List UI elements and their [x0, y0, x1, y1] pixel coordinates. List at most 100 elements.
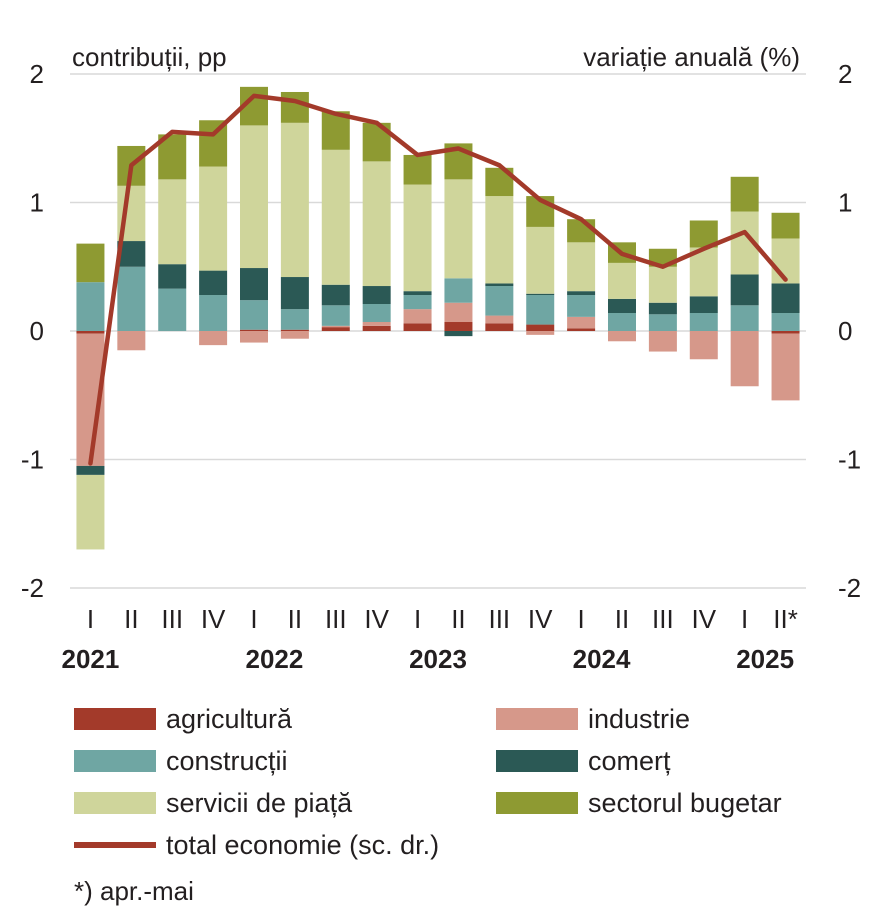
y-tick-label-right: -1	[838, 445, 861, 475]
y-axis-title-right: variație anuală (%)	[583, 42, 800, 72]
x-tick-label: IV	[691, 604, 716, 634]
x-tick-label: II*	[773, 604, 798, 634]
bar-segment	[689, 247, 718, 297]
x-tick-label: IV	[528, 604, 553, 634]
bar-segment	[240, 331, 268, 343]
x-tick-label: I	[577, 604, 584, 634]
bar-segment	[158, 264, 187, 289]
y-tick-label-right: 0	[838, 316, 852, 346]
bar-segment	[76, 465, 105, 475]
bar-segment	[526, 324, 555, 331]
year-label: 2021	[62, 644, 120, 674]
bar-segment	[771, 283, 800, 314]
legend-swatch-comert	[496, 750, 578, 772]
legend-swatch-agricultura	[74, 708, 156, 730]
bar-segment	[403, 184, 432, 292]
legend-item-agricultura: agricultură	[74, 701, 292, 737]
bar-segment	[280, 331, 309, 339]
bar-segment	[485, 323, 514, 331]
x-tick-label: II	[124, 604, 138, 634]
bar-segment	[771, 238, 800, 284]
x-tick-label: III	[325, 604, 347, 634]
legend-label-servicii: servicii de piață	[166, 787, 353, 818]
bar-segment	[608, 298, 636, 314]
bar-segment	[321, 149, 350, 285]
total-line	[88, 93, 788, 466]
bar-segment	[444, 322, 473, 331]
bar-segment	[567, 291, 596, 296]
y-tick-label-left: 2	[30, 59, 44, 89]
bar-segment	[362, 286, 391, 305]
bar-segment	[730, 274, 759, 306]
bar-segment	[158, 288, 187, 331]
bar-segment	[158, 179, 187, 265]
bar-segment	[76, 474, 105, 550]
bar-segment	[485, 286, 514, 316]
year-label: 2022	[246, 644, 304, 674]
bar-segment	[730, 331, 759, 387]
chart: 2 2 1 1 0 0 -1 -1 -2 -2 contribuții, pp variație an…	[21, 42, 861, 674]
bar-segment	[280, 329, 309, 331]
bar-segment	[199, 166, 228, 271]
legend-item-constructii: construcții	[74, 743, 288, 779]
bar-segment	[526, 226, 555, 294]
legend-swatch-servicii	[74, 792, 156, 814]
y-tick-label-left: -1	[21, 445, 44, 475]
legend-item-comert: comerț	[496, 743, 671, 779]
y-tick-label-left: -2	[21, 573, 44, 603]
bar-segment	[403, 154, 432, 185]
bar-segment	[321, 305, 350, 326]
bar-segment	[648, 331, 677, 352]
bar-segment	[485, 196, 514, 284]
y-axis-title-left: contribuții, pp	[72, 42, 227, 72]
footnote: *) apr.-mai	[74, 876, 194, 906]
bar-segment	[567, 295, 596, 317]
legend-item-total-economie: total economie (sc. dr.)	[74, 827, 439, 863]
bar-segment	[403, 295, 432, 310]
bar-segment	[76, 282, 105, 331]
bar-segment	[485, 283, 514, 287]
bar-segment	[362, 161, 391, 287]
bar-segment	[280, 91, 309, 123]
bar-segment	[567, 242, 596, 292]
legend-swatch-constructii	[74, 750, 156, 772]
bar-segment	[608, 262, 636, 299]
bar-segment	[608, 313, 636, 331]
bar-segment	[321, 327, 350, 331]
x-tick-label: II	[288, 604, 302, 634]
bar-segment	[730, 305, 759, 331]
bar-segment	[199, 295, 228, 331]
year-label: 2025	[736, 644, 794, 674]
x-tick-label: II	[451, 604, 465, 634]
bar-segment	[76, 331, 105, 334]
bar-segment	[362, 304, 391, 323]
bar-segment	[280, 277, 309, 310]
year-label: 2023	[409, 644, 467, 674]
y-tick-label-right: 1	[838, 188, 852, 218]
bar-segment	[689, 313, 718, 331]
bar-segment	[648, 302, 677, 315]
bar-segment	[403, 323, 432, 331]
bar-segment	[608, 331, 636, 342]
bar-segment	[730, 176, 759, 212]
year-label: 2024	[573, 644, 631, 674]
bar-segment	[648, 266, 677, 303]
x-tick-label: III	[488, 604, 510, 634]
bar-segment	[76, 243, 105, 283]
x-tick-label: I	[414, 604, 421, 634]
x-tick-label: III	[652, 604, 674, 634]
bar-segment	[444, 179, 473, 279]
legend-item-servicii: servicii de piață	[74, 785, 352, 821]
y-tick-label-left: 0	[30, 316, 44, 346]
bar-segment	[648, 314, 677, 331]
legend-swatch-industrie	[496, 708, 578, 730]
bar-segment	[199, 331, 228, 346]
bar-segment	[321, 284, 350, 306]
bar-segment	[444, 302, 473, 323]
x-tick-label: IV	[364, 604, 389, 634]
bar-segment	[321, 325, 350, 328]
bar-segment	[567, 219, 596, 243]
bar-segment	[485, 315, 514, 324]
bar-segment	[240, 329, 268, 331]
y-tick-label-left: 1	[30, 188, 44, 218]
